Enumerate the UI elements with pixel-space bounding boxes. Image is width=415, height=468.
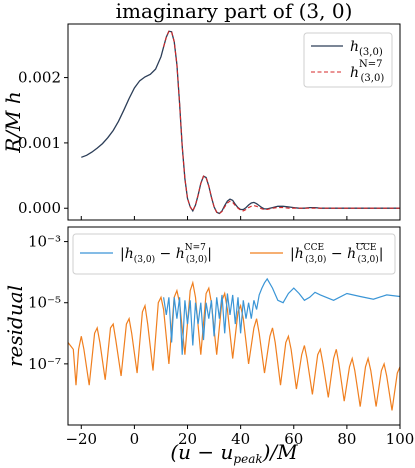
top-panel-title: imaginary part of (3, 0) (116, 0, 353, 23)
x-tick-label: 100 (386, 430, 415, 448)
x-tick-label: −20 (65, 430, 97, 448)
bottom-y-tick-label: 10⁻⁵ (28, 294, 61, 312)
x-tick-label: 60 (284, 430, 303, 448)
top-y-ticks: 0.000 0.001 0.002 (18, 69, 68, 217)
x-axis-label: (u − upeak)/M (170, 440, 298, 466)
bottom-legend: |h(3,0) − hN=7 (3,0)| |hCCE (3,0) − hCCE (3… (72, 233, 396, 275)
bottom-legend-box (72, 233, 396, 275)
bottom-y-tick-label: 10⁻³ (28, 233, 61, 251)
x-tick-label: 80 (337, 430, 356, 448)
series-cce-residual-line (68, 280, 400, 411)
top-legend: h(3,0) hN=7 (3,0) (303, 32, 393, 88)
x-axis-ticks: −20 0 20 40 60 80 100 (65, 216, 414, 448)
top-plot-lines (81, 30, 400, 215)
bottom-y-tick-label: 10⁻⁷ (28, 355, 61, 373)
bottom-y-axis-label: residual (3, 285, 27, 367)
bottom-axes-frame (67, 226, 401, 426)
top-axes-frame (67, 23, 401, 221)
top-y-axis-label: R/M h (1, 91, 25, 154)
top-y-tick-label: 0.001 (18, 134, 61, 152)
bottom-plot-lines (68, 277, 400, 411)
legend-cce-residual-label: |hCCE (3,0) − hCCE (3,0)| (290, 243, 384, 265)
x-tick-label: 0 (130, 430, 140, 448)
series-n7-residual-line (163, 277, 400, 355)
bottom-y-ticks: 10⁻³ 10⁻⁵ 10⁻⁷ (28, 233, 68, 373)
x-tick-label: 20 (178, 430, 197, 448)
top-y-tick-label: 0.002 (18, 69, 61, 87)
x-tick-label: 40 (231, 430, 250, 448)
top-y-tick-label: 0.000 (18, 199, 61, 217)
